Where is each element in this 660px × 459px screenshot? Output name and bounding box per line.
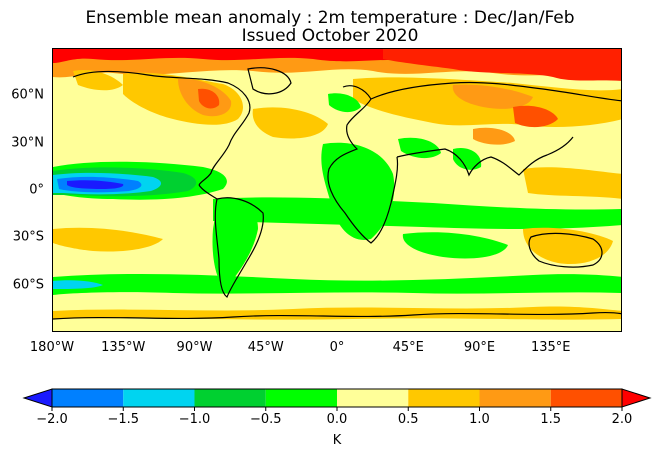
lon-label: 0° bbox=[329, 340, 345, 355]
lon-label: 180°W bbox=[29, 340, 75, 355]
anomaly-region-pacific-deep-blue bbox=[67, 180, 124, 189]
colorbar-tick-label: 0.5 bbox=[397, 412, 419, 427]
coastline-greenland bbox=[247, 67, 292, 95]
colorbar-tick-label: 1.5 bbox=[540, 412, 562, 427]
coastlines bbox=[53, 67, 621, 320]
anomaly-region-india-cool bbox=[453, 147, 482, 170]
anomaly-region-indian-ocean-green bbox=[402, 232, 508, 259]
anomaly-region-siberia-hot bbox=[452, 84, 533, 109]
lat-label: 60°S bbox=[12, 277, 44, 293]
coastline-europe-africa bbox=[327, 85, 399, 244]
anomaly-region-arctic-red-east bbox=[383, 49, 621, 81]
coastline-south-america bbox=[214, 197, 264, 298]
anomaly-region-antarctic-base bbox=[53, 318, 621, 331]
lat-label: 30°S bbox=[12, 229, 44, 245]
anomaly-region-north-atlantic-warm bbox=[252, 107, 328, 139]
lon-label: 45°E bbox=[392, 340, 424, 355]
coastline-antarctica bbox=[53, 311, 621, 320]
colorbar-extend-high bbox=[621, 388, 652, 408]
anomaly-region-sw-pacific-warm bbox=[53, 227, 163, 252]
anomaly-region-tibet-warm bbox=[473, 127, 515, 145]
colorbar-tick-label: 0.0 bbox=[326, 412, 348, 427]
coastline-central-america bbox=[198, 184, 218, 200]
coastline-australia bbox=[528, 232, 603, 268]
colorbar-tick-label: 2.0 bbox=[611, 412, 633, 427]
lat-label: 60°N bbox=[11, 87, 44, 103]
colorbar-bin bbox=[52, 389, 124, 407]
colorbar-extend-low bbox=[22, 388, 53, 408]
colorbar-bin bbox=[123, 389, 195, 407]
anomaly-region-middle-east-cool bbox=[398, 137, 441, 159]
coastline-asia bbox=[370, 81, 621, 102]
anomaly-map bbox=[52, 48, 622, 332]
lon-label: 135°W bbox=[101, 340, 146, 355]
colorbar bbox=[22, 388, 652, 411]
colorbar-tick-label: 1.0 bbox=[469, 412, 490, 427]
anomaly-region-south-america-green bbox=[212, 198, 258, 289]
lon-label: 135°E bbox=[530, 340, 571, 355]
anomaly-region-alaska-warm bbox=[73, 69, 123, 91]
lon-label: 90°E bbox=[463, 340, 496, 355]
lon-label: 90°W bbox=[176, 340, 213, 355]
anomaly-region-australia-warm bbox=[523, 227, 613, 265]
colorbar-bin bbox=[337, 389, 409, 407]
colorbar-tick-label: −2.0 bbox=[36, 412, 68, 427]
colorbar-bin bbox=[194, 389, 266, 407]
map-canvas bbox=[53, 49, 621, 331]
anomaly-region-southern-ocean-cool bbox=[53, 280, 103, 289]
colorbar-tick-label: −0.5 bbox=[249, 412, 282, 427]
map-subtitle: Issued October 2020 bbox=[241, 26, 419, 46]
anomaly-region-europe-cool bbox=[328, 93, 361, 113]
lon-label: 45°W bbox=[247, 340, 284, 355]
anomaly-region-africa-green bbox=[321, 142, 395, 240]
coastline-north-america bbox=[72, 70, 251, 186]
colorbar-bin bbox=[265, 389, 337, 407]
anomaly-region-hudson-core bbox=[198, 88, 220, 109]
colorbar-bin bbox=[550, 389, 622, 407]
anomaly-region-maritime-cont-warm bbox=[523, 167, 621, 199]
coastline-south-asia bbox=[396, 136, 574, 177]
anomaly-region-southern-ocean-green bbox=[53, 273, 621, 295]
colorbar-tick-label: −1.5 bbox=[107, 412, 140, 427]
colorbar-bin bbox=[479, 389, 551, 407]
lat-label: 30°N bbox=[11, 135, 44, 151]
anomaly-region-tropics-green bbox=[213, 197, 621, 229]
lat-label: 0° bbox=[29, 182, 44, 198]
anomaly-region-china-hot bbox=[513, 105, 558, 128]
colorbar-tick-label: −1.0 bbox=[178, 412, 211, 427]
colorbar-unit-label: K bbox=[332, 433, 342, 448]
map-title: Ensemble mean anomaly : 2m temperature :… bbox=[85, 8, 575, 28]
colorbar-bin bbox=[408, 389, 480, 407]
